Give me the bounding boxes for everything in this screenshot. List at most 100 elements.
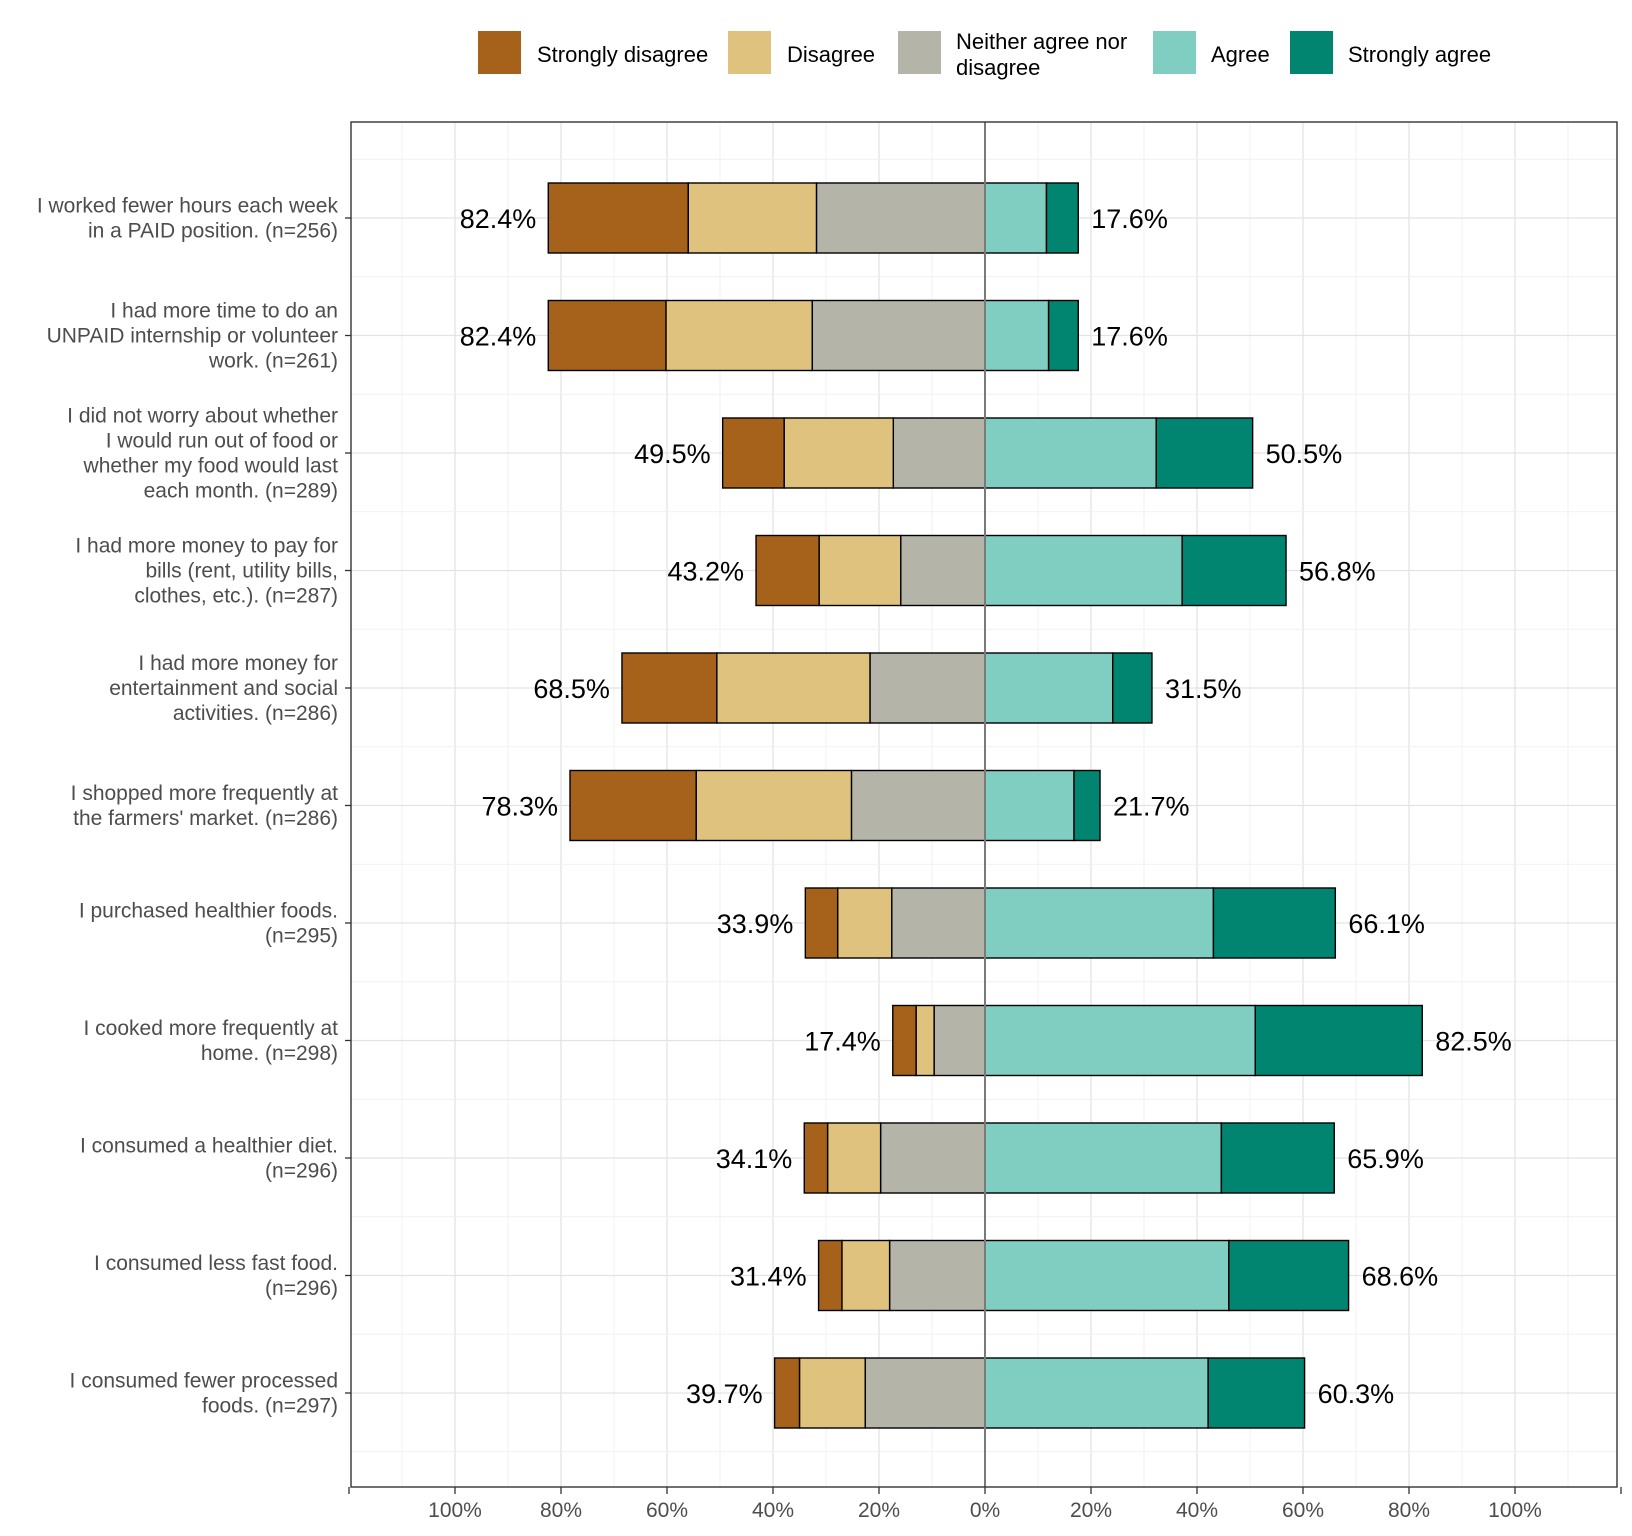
right-percent-label: 31.5% — [1165, 674, 1242, 704]
bar-segment-agree — [984, 182, 1048, 254]
bar-segment-disagree — [716, 652, 871, 724]
legend: Strongly disagree Disagree Neither agree n… — [478, 29, 1491, 80]
x-tick-label: 80% — [540, 1499, 582, 1522]
bar-segment-neither — [811, 299, 986, 372]
bar-segment-strongly-disagree — [547, 299, 667, 372]
category-label: I worked fewer hours each week in a PAID … — [37, 195, 339, 243]
bar-segment-agree — [984, 652, 1114, 724]
left-percent-label: 43.2% — [667, 557, 744, 587]
bar-segment-agree — [984, 769, 1075, 842]
bar-segment-strongly-agree — [1220, 1122, 1335, 1194]
bar-segment-neither — [869, 652, 986, 724]
bar-segment-agree — [984, 1357, 1209, 1429]
left-percent-label: 31.4% — [730, 1262, 807, 1292]
bar-segment-strongly-agree — [1155, 417, 1254, 489]
legend-swatch-neither — [898, 31, 941, 74]
left-percent-label: 68.5% — [533, 674, 610, 704]
category-label: I purchased healthier foods. (n=295) — [79, 900, 338, 948]
x-tick-label: 100% — [1488, 1499, 1542, 1522]
bar-segment-strongly-agree — [1207, 1357, 1306, 1429]
right-percent-label: 66.1% — [1348, 909, 1425, 939]
bar-segment-disagree — [783, 417, 895, 489]
bar-segment-agree — [984, 534, 1183, 607]
right-percent-label: 56.8% — [1299, 557, 1376, 587]
x-tick-label: 60% — [646, 1499, 688, 1522]
x-tick-label: 80% — [1388, 1499, 1430, 1522]
bar-segment-agree — [984, 1004, 1256, 1077]
bar-segment-disagree — [841, 1239, 891, 1312]
category-label: I consumed less fast food. (n=296) — [94, 1252, 338, 1300]
right-percent-label: 21.7% — [1113, 792, 1190, 822]
right-percent-label: 82.5% — [1435, 1027, 1512, 1057]
bar-segment-strongly-disagree — [721, 417, 785, 489]
legend-label-strongly-disagree: Strongly disagree — [537, 42, 708, 67]
category-label: I consumed a healthier diet. (n=296) — [80, 1135, 338, 1183]
bar-segment-disagree — [915, 1004, 935, 1077]
bar-segment-neither — [815, 182, 986, 254]
bar-segment-agree — [984, 1239, 1230, 1312]
x-tick-label: 0% — [970, 1499, 1000, 1522]
bar-segment-strongly-disagree — [817, 1239, 843, 1312]
category-label: I shopped more frequently at the farmers'… — [71, 782, 338, 830]
x-tick-label: 20% — [1070, 1499, 1112, 1522]
axes: I worked fewer hours each week in a PAID … — [37, 121, 1622, 1522]
bar-segment-disagree — [687, 182, 818, 254]
bar-segment-agree — [984, 299, 1050, 372]
bar-segment-neither — [888, 1239, 986, 1312]
x-tick-label: 100% — [428, 1499, 482, 1522]
right-percent-label: 50.5% — [1266, 439, 1343, 469]
category-label: I had more money to pay for bills (rent, … — [75, 535, 338, 608]
category-label: I cooked more frequently at home. (n=298) — [84, 1017, 339, 1065]
right-percent-label: 68.6% — [1362, 1262, 1439, 1292]
x-tick-label: 60% — [1282, 1499, 1324, 1522]
legend-swatch-strongly-agree — [1290, 31, 1333, 74]
left-percent-label: 34.1% — [716, 1144, 793, 1174]
left-percent-label: 33.9% — [717, 909, 794, 939]
bar-segment-strongly-disagree — [804, 887, 839, 959]
bar-segment-neither — [933, 1004, 986, 1077]
legend-swatch-strongly-disagree — [478, 31, 521, 74]
bar-segment-strongly-disagree — [892, 1004, 917, 1077]
legend-label-neither: Neither agree nor disagree — [956, 29, 1127, 80]
legend-swatch-disagree — [728, 31, 771, 74]
bar-segment-disagree — [818, 534, 902, 607]
bar-segment-strongly-agree — [1045, 182, 1079, 254]
bar-segment-strongly-disagree — [621, 652, 718, 724]
left-percent-label: 82.4% — [460, 204, 537, 234]
category-label: I had more money for entertainment and so… — [109, 652, 338, 725]
bar-segment-agree — [984, 887, 1215, 959]
right-percent-label: 60.3% — [1318, 1379, 1395, 1409]
bar-segment-neither — [891, 887, 986, 959]
bar-segment-neither — [850, 769, 986, 842]
category-label: I did not worry about whether I would run… — [67, 405, 338, 503]
bar-segment-neither — [892, 417, 986, 489]
left-percent-label: 78.3% — [481, 792, 558, 822]
bars — [547, 182, 1423, 1429]
bar-segment-strongly-agree — [1254, 1004, 1423, 1077]
right-percent-label: 65.9% — [1347, 1144, 1424, 1174]
bar-segment-agree — [984, 1122, 1223, 1194]
data-labels: 82.4% 17.6% 82.4% 17.6% 49.5% 50.5% 43.2% 56.8%… — [460, 204, 1512, 1409]
category-label: I consumed fewer processed foods. (n=297) — [70, 1370, 338, 1418]
bar-segment-neither — [864, 1357, 986, 1429]
plot-panel-border — [350, 121, 1618, 1488]
x-tick-label: 40% — [752, 1499, 794, 1522]
left-percent-label: 17.4% — [804, 1027, 881, 1057]
bar-segment-neither — [900, 534, 986, 607]
bar-segment-strongly-disagree — [755, 534, 820, 607]
category-label: I had more time to do an UNPAID internshi… — [47, 300, 338, 373]
legend-label-disagree: Disagree — [787, 42, 875, 67]
bar-segment-strongly-agree — [1228, 1239, 1350, 1312]
bar-segment-disagree — [798, 1357, 866, 1429]
bar-segment-strongly-agree — [1073, 769, 1101, 842]
bar-segment-disagree — [665, 299, 813, 372]
right-percent-label: 17.6% — [1091, 204, 1168, 234]
bar-segment-strongly-agree — [1181, 534, 1287, 607]
legend-label-agree: Agree — [1211, 42, 1270, 67]
bar-segment-strongly-agree — [1047, 299, 1079, 372]
bar-segment-strongly-disagree — [803, 1122, 829, 1194]
bar-segment-strongly-agree — [1212, 887, 1337, 959]
bar-segment-disagree — [826, 1122, 882, 1194]
